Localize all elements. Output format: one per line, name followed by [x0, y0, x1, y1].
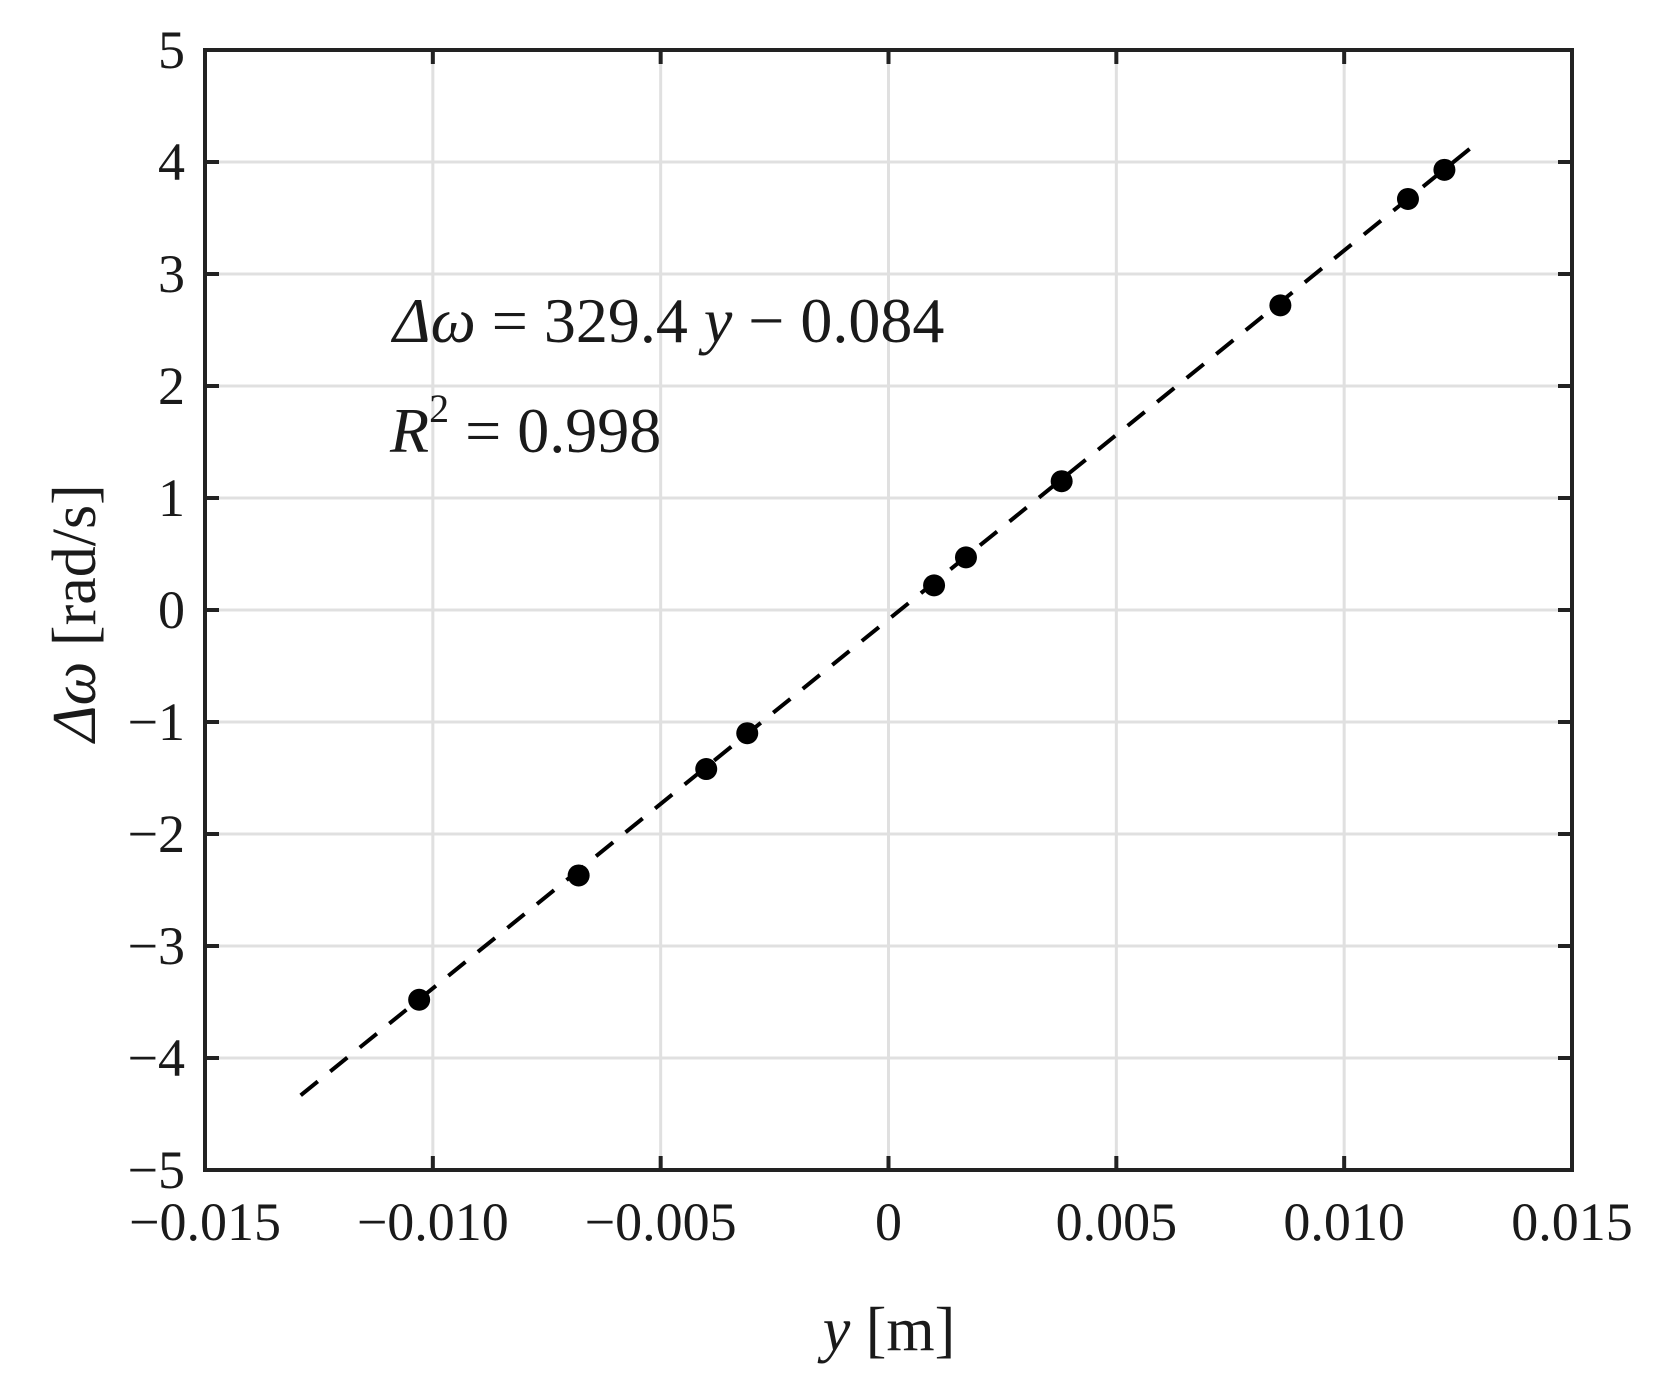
data-point: [736, 722, 759, 745]
y-tick-label: 2: [158, 356, 185, 416]
fit-equation-lhs: Δω: [390, 285, 476, 356]
ticks: [203, 48, 1574, 1172]
x-tick-label: 0.005: [1056, 1192, 1178, 1252]
r-squared-var: R: [389, 395, 429, 466]
y-tick-label: −4: [128, 1028, 185, 1088]
x-axis-label-unit: [m]: [850, 1296, 955, 1364]
fit-equation: Δω = 329.4 y − 0.084: [390, 285, 944, 356]
data-point: [567, 864, 590, 887]
y-tick-label: 4: [158, 132, 185, 192]
data-point: [1396, 187, 1419, 210]
data-point: [954, 546, 977, 569]
r-squared: R2 = 0.998: [389, 386, 661, 466]
x-tick-label: −0.010: [357, 1192, 509, 1252]
x-tick-label: 0.015: [1511, 1192, 1633, 1252]
y-tick-label: 5: [158, 20, 185, 80]
x-tick-label: −0.015: [129, 1192, 281, 1252]
data-point: [1269, 294, 1292, 317]
data-point: [1433, 158, 1456, 181]
data-point: [695, 758, 718, 781]
x-tick-label: 0: [875, 1192, 902, 1252]
fit-equation-const: − 0.084: [732, 285, 944, 356]
y-tick-label: −1: [128, 692, 185, 752]
data-point: [408, 988, 431, 1011]
x-axis-label-var: y: [817, 1296, 851, 1364]
data-points: [408, 158, 1456, 1011]
r-squared-exp: 2: [429, 386, 449, 431]
fit-equation-coef: = 329.4: [476, 285, 704, 356]
x-tick-label: 0.010: [1283, 1192, 1405, 1252]
y-tick-label: −2: [128, 804, 185, 864]
y-tick-label: −5: [128, 1140, 185, 1200]
y-axis-label-unit: [rad/s]: [41, 484, 109, 661]
x-tick-label: −0.005: [585, 1192, 737, 1252]
data-point: [923, 574, 946, 597]
y-tick-label: 1: [158, 468, 185, 528]
y-axis-label-var: Δω: [41, 662, 109, 745]
x-tick-labels: −0.015 −0.010 −0.005 0 0.005 0.010 0.015: [129, 1192, 1633, 1252]
fit-equation-var: y: [698, 285, 733, 356]
y-axis-label: Δω [rad/s]: [41, 484, 109, 744]
y-tick-label: 3: [158, 244, 185, 304]
y-tick-label: 0: [158, 580, 185, 640]
x-axis-label: y [m]: [817, 1296, 956, 1364]
r-squared-rest: = 0.998: [449, 395, 661, 466]
data-point: [1050, 470, 1073, 493]
y-tick-label: −3: [128, 916, 185, 976]
y-tick-labels: 5 4 3 2 1 0 −1 −2 −3 −4 −5: [128, 20, 185, 1200]
